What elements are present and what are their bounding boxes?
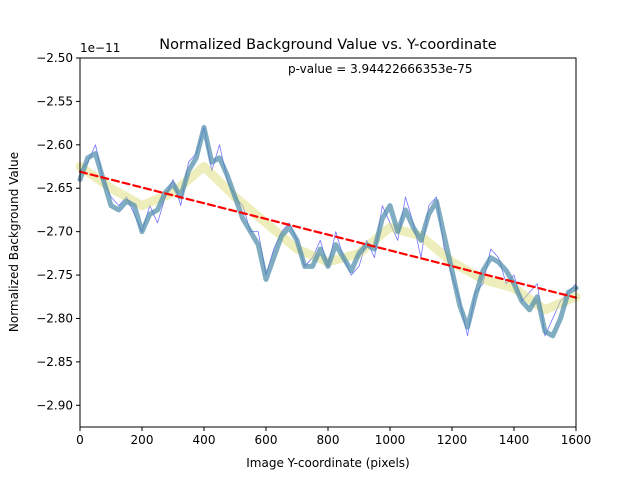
y-tick-label: −2.75 [36,268,73,282]
smoothed-data-line [77,124,579,339]
x-tick-label: 600 [255,433,278,447]
y-tick-label: −2.50 [36,51,73,65]
y-axis-label: Normalized Background Value [7,152,21,332]
y-tick-label: −2.80 [36,311,73,325]
x-tick-label: 400 [193,433,216,447]
y-tick-label: −2.70 [36,225,73,239]
p-value-annotation: p-value = 3.94422666353e-75 [288,62,473,76]
linear-fit-line [78,170,578,299]
x-tick-label: 1200 [437,433,468,447]
x-axis-label: Image Y-coordinate (pixels) [246,456,409,470]
series-layer [75,124,581,339]
x-tick-label: 1600 [561,433,592,447]
y-scale-multiplier: 1e−11 [80,41,120,55]
y-tick-label: −2.90 [36,398,73,412]
y-tick-label: −2.60 [36,138,73,152]
y-tick-label: −2.65 [36,181,73,195]
y-tick-label: −2.85 [36,355,73,369]
x-tick-label: 0 [76,433,84,447]
y-axis-ticks: −2.50 −2.55 −2.60 −2.65 −2.70 −2.75 −2.80 −2.85… [36,51,80,412]
y-tick-label: −2.55 [36,94,73,108]
x-tick-label: 800 [317,433,340,447]
x-tick-label: 1400 [499,433,530,447]
chart-title: Normalized Background Value vs. Y-coordi… [159,37,497,53]
x-tick-label: 200 [131,433,154,447]
plot-area [80,58,576,427]
x-axis-ticks: 0 200 400 600 800 1000 1200 1400 1600 [76,427,591,447]
x-tick-label: 1000 [375,433,406,447]
